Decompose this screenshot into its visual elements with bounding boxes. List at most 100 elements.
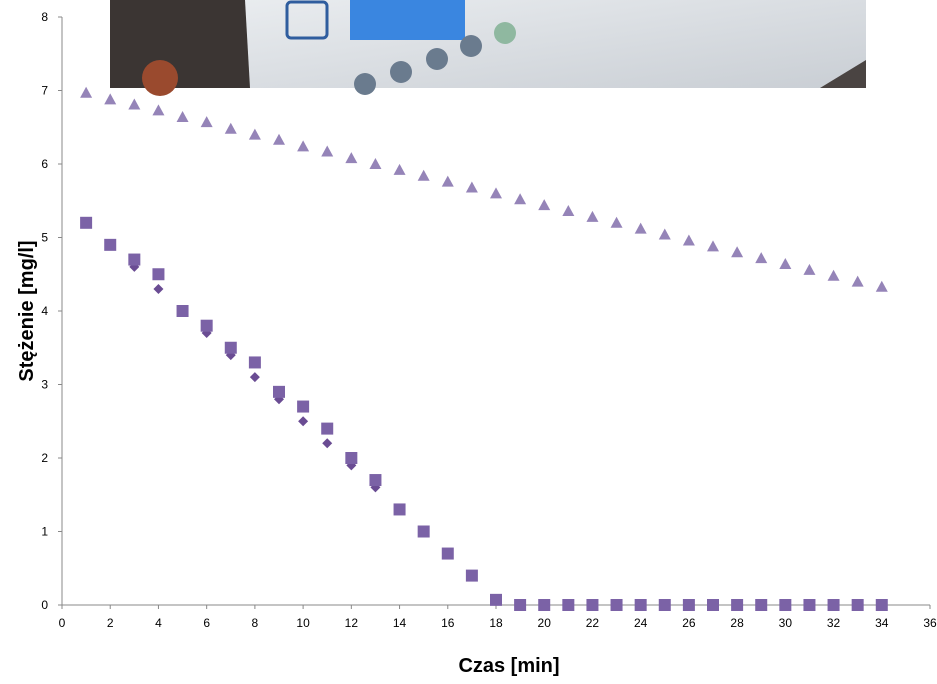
- x-tick-label: 2: [107, 616, 114, 630]
- x-tick-label: 8: [252, 616, 259, 630]
- x-tick-label: 12: [345, 616, 359, 630]
- y-tick-label: 7: [41, 84, 48, 98]
- point: [490, 187, 502, 198]
- point: [128, 254, 140, 266]
- point: [755, 252, 767, 263]
- point: [562, 205, 574, 216]
- point: [707, 240, 719, 251]
- point: [394, 164, 406, 175]
- x-tick-label: 16: [441, 616, 455, 630]
- point: [153, 284, 163, 294]
- point: [586, 599, 598, 611]
- photo: [110, 0, 866, 96]
- point: [586, 211, 598, 222]
- point: [852, 599, 864, 611]
- point: [803, 264, 815, 275]
- point: [635, 223, 647, 234]
- point: [442, 176, 454, 187]
- point: [779, 599, 791, 611]
- point: [466, 182, 478, 193]
- point: [635, 599, 647, 611]
- point: [538, 199, 550, 210]
- point: [683, 599, 695, 611]
- x-tick-label: 30: [779, 616, 793, 630]
- point: [273, 134, 285, 145]
- point: [659, 229, 671, 240]
- x-axis-title: Czas [min]: [458, 655, 559, 677]
- point: [152, 104, 164, 115]
- point: [225, 123, 237, 134]
- x-tick-label: 10: [296, 616, 310, 630]
- point: [659, 599, 671, 611]
- y-tick-label: 3: [41, 378, 48, 392]
- point: [201, 320, 213, 332]
- point: [152, 268, 164, 280]
- point: [828, 270, 840, 281]
- point: [562, 599, 574, 611]
- point: [297, 140, 309, 151]
- point: [321, 423, 333, 435]
- y-tick-label: 4: [41, 304, 48, 318]
- point: [828, 599, 840, 611]
- x-tick-label: 18: [489, 616, 503, 630]
- point: [322, 438, 332, 448]
- point: [876, 281, 888, 292]
- x-tick-label: 14: [393, 616, 407, 630]
- point: [731, 599, 743, 611]
- point: [852, 276, 864, 287]
- point: [418, 170, 430, 181]
- y-tick-label: 5: [41, 231, 48, 245]
- point: [369, 158, 381, 169]
- point: [80, 87, 92, 98]
- point: [394, 503, 406, 515]
- y-tick-label: 6: [41, 157, 48, 171]
- x-tick-label: 26: [682, 616, 696, 630]
- point: [803, 599, 815, 611]
- point: [297, 401, 309, 413]
- point: [128, 98, 140, 109]
- x-tick-label: 28: [730, 616, 744, 630]
- point: [177, 305, 189, 317]
- point: [249, 129, 261, 140]
- point: [201, 116, 213, 127]
- point: [731, 246, 743, 257]
- point: [538, 599, 550, 611]
- point: [345, 452, 357, 464]
- point: [321, 146, 333, 157]
- point: [225, 342, 237, 354]
- point: [273, 386, 285, 398]
- point: [369, 474, 381, 486]
- x-tick-label: 36: [923, 616, 937, 630]
- point: [80, 217, 92, 229]
- chart: Czas [min] Stężenie [mg/l] 0123456780246…: [0, 0, 937, 684]
- x-tick-label: 24: [634, 616, 648, 630]
- point: [418, 526, 430, 538]
- x-tick-label: 22: [586, 616, 600, 630]
- point: [611, 217, 623, 228]
- point: [876, 599, 888, 611]
- point: [514, 193, 526, 204]
- x-tick-label: 4: [155, 616, 162, 630]
- point: [514, 599, 526, 611]
- point: [611, 599, 623, 611]
- x-tick-label: 20: [538, 616, 552, 630]
- point: [707, 599, 719, 611]
- point: [466, 570, 478, 582]
- x-tick-label: 34: [875, 616, 889, 630]
- point: [779, 258, 791, 269]
- x-tick-label: 0: [59, 616, 66, 630]
- y-tick-label: 1: [41, 525, 48, 539]
- point: [104, 93, 116, 104]
- y-tick-label: 0: [41, 598, 48, 612]
- x-tick-label: 32: [827, 616, 841, 630]
- point: [250, 372, 260, 382]
- y-tick-label: 8: [41, 10, 48, 24]
- point: [345, 152, 357, 163]
- y-axis-title: Stężenie [mg/l]: [16, 240, 38, 381]
- point: [442, 548, 454, 560]
- point: [177, 111, 189, 122]
- point: [104, 239, 116, 251]
- x-tick-label: 6: [203, 616, 210, 630]
- y-tick-label: 2: [41, 451, 48, 465]
- point: [298, 416, 308, 426]
